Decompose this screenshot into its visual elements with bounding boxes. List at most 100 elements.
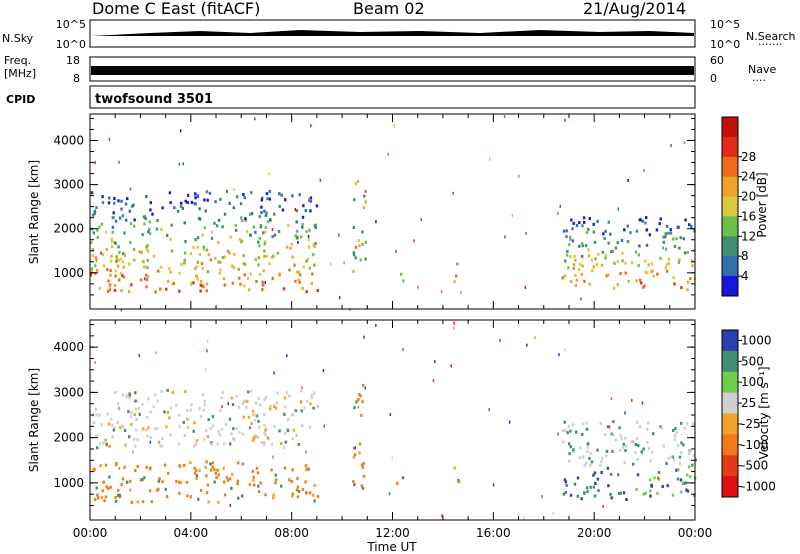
- y-tick-label: 1000: [53, 476, 84, 490]
- echo-cell: [217, 241, 220, 244]
- echo-cell: [205, 248, 209, 252]
- echo-cell: [183, 464, 186, 467]
- echo-cell: [130, 204, 134, 208]
- echo-cell: [134, 444, 137, 448]
- echo-cell: [671, 493, 675, 497]
- colorbar-segment: [722, 117, 738, 138]
- y-tick-label: 4000: [53, 340, 84, 354]
- echo-cell: [640, 450, 643, 454]
- echo-cell: [178, 413, 181, 417]
- echo-cell: [112, 211, 115, 215]
- echo-cell: [198, 253, 202, 256]
- echo-cell: [563, 274, 567, 278]
- echo-cell: [600, 459, 603, 463]
- echo-cell: [105, 247, 108, 251]
- y-tick-label: 2000: [53, 222, 84, 236]
- echo-cell: [389, 413, 392, 416]
- echo-cell: [257, 419, 260, 423]
- echo-cell: [96, 446, 99, 450]
- echo-cell: [677, 468, 680, 472]
- echo-cell: [232, 427, 235, 431]
- echo-cell: [662, 240, 665, 244]
- echo-cell: [585, 231, 589, 234]
- echo-cell: [122, 275, 125, 279]
- echo-cell: [115, 260, 118, 263]
- colorbar-segment: [722, 136, 738, 158]
- echo-cell: [329, 262, 332, 266]
- echo-cell: [113, 426, 116, 430]
- colorbar-tick-label: 28: [741, 150, 756, 164]
- echo-cell: [694, 458, 697, 462]
- echo-cell: [151, 212, 154, 216]
- echo-cell: [104, 463, 108, 467]
- echo-cell: [275, 401, 279, 405]
- echo-cell: [193, 421, 196, 425]
- echo-cell: [269, 407, 272, 411]
- echo-cell: [664, 232, 667, 236]
- echo-cell: [583, 279, 586, 283]
- echo-cell: [650, 270, 653, 274]
- echo-cell: [138, 353, 140, 357]
- echo-cell: [167, 279, 170, 283]
- echo-cell: [617, 207, 619, 211]
- echo-cell: [134, 428, 138, 432]
- echo-cell: [565, 484, 568, 487]
- echo-cell: [534, 336, 536, 340]
- echo-cell: [166, 388, 169, 392]
- echo-cell: [302, 204, 305, 208]
- echo-cell: [291, 255, 294, 259]
- echo-cell: [453, 280, 456, 284]
- echo-cell: [611, 249, 615, 253]
- colorbar-segment: [722, 216, 738, 237]
- echo-cell: [170, 223, 173, 227]
- echo-cell: [205, 282, 209, 286]
- echo-cell: [288, 268, 291, 272]
- echo-cell: [274, 481, 277, 485]
- echo-cell: [282, 446, 286, 450]
- echo-cell: [677, 261, 681, 265]
- echo-cell: [664, 266, 667, 270]
- colorbar-segment: [722, 350, 738, 373]
- echo-cell: [352, 253, 356, 257]
- echo-cell: [249, 233, 252, 237]
- echo-cell: [261, 283, 265, 287]
- echo-cell: [310, 282, 313, 286]
- echo-cell: [113, 288, 117, 292]
- echo-cell: [178, 464, 182, 468]
- echo-cell: [624, 261, 627, 265]
- echo-cell: [561, 276, 564, 280]
- echo-cell: [112, 428, 116, 432]
- echo-cell: [353, 198, 356, 202]
- echo-cell: [557, 212, 559, 215]
- echo-cell: [123, 231, 126, 235]
- echo-cell: [114, 269, 118, 273]
- echo-cell: [161, 480, 164, 484]
- echo-cell: [629, 231, 632, 235]
- echo-cell: [441, 514, 443, 518]
- echo-cell: [609, 232, 612, 236]
- echo-cell: [122, 252, 125, 256]
- echo-cell: [257, 256, 260, 260]
- echo-cell: [582, 216, 586, 220]
- echo-cell: [622, 442, 625, 446]
- echo-cell: [179, 481, 183, 485]
- echo-cell: [196, 236, 200, 240]
- echo-cell: [625, 444, 628, 448]
- nsearch-tick-top: 10^5: [710, 18, 740, 31]
- echo-cell: [636, 420, 639, 424]
- echo-cell: [128, 393, 132, 397]
- echo-cell: [95, 413, 98, 417]
- echo-cell: [186, 494, 189, 498]
- echo-cell: [305, 259, 308, 263]
- echo-cell: [239, 202, 243, 206]
- echo-cell: [634, 443, 637, 446]
- echo-cell: [145, 273, 148, 277]
- echo-cell: [147, 397, 150, 401]
- echo-cell: [574, 258, 577, 262]
- echo-cell: [201, 267, 204, 271]
- echo-cell: [178, 289, 181, 293]
- echo-cell: [145, 428, 148, 432]
- echo-cell: [357, 239, 360, 243]
- echo-cell: [146, 416, 149, 419]
- colorbar-segment: [722, 413, 738, 435]
